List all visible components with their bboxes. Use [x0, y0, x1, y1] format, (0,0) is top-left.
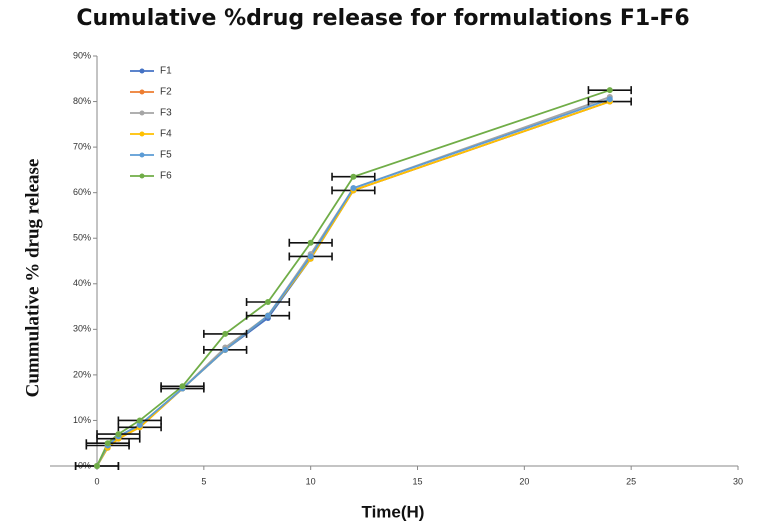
x-tick-label: 0	[94, 476, 99, 486]
y-tick-label: 30%	[73, 324, 91, 334]
y-tick-label: 60%	[73, 187, 91, 197]
series-line	[96, 100, 611, 467]
x-tick-label: 10	[306, 476, 316, 486]
series-line	[96, 100, 611, 467]
point	[307, 239, 314, 246]
legend-label: F5	[160, 150, 172, 161]
point	[136, 417, 143, 424]
point	[94, 463, 101, 469]
y-tick-label: 70%	[73, 141, 91, 151]
legend: F1 F2 F3 F4 F5 F6	[130, 66, 172, 182]
series-line	[96, 89, 611, 467]
point	[136, 422, 143, 428]
y-tick-label: 50%	[73, 233, 91, 243]
point	[307, 253, 314, 260]
legend-label: F4	[160, 129, 172, 140]
x-tick-label: 5	[201, 476, 206, 486]
point	[115, 431, 122, 438]
series-line	[96, 100, 611, 467]
legend-marker	[139, 131, 145, 137]
point	[222, 330, 229, 337]
point	[104, 440, 111, 447]
point	[350, 185, 357, 192]
y-tick-label: 80%	[73, 96, 91, 106]
y-tick-label: 20%	[73, 369, 91, 379]
point	[606, 96, 613, 103]
x-tick-label: 30	[733, 476, 743, 486]
x-axis-label: Time(H)	[362, 502, 425, 521]
x-tick-label: 15	[412, 476, 422, 486]
legend-label: F3	[160, 108, 172, 119]
y-tick-label: 40%	[73, 278, 91, 288]
chart-title: Cumulative %drug release for formulation…	[76, 6, 689, 31]
y-tick-label: 90%	[73, 50, 91, 60]
legend-marker	[139, 152, 145, 158]
legend-marker	[139, 173, 145, 179]
point	[264, 312, 271, 319]
legend-label: F6	[160, 171, 172, 182]
series-line	[96, 98, 611, 467]
legend-marker	[139, 110, 145, 116]
y-tick-label: 10%	[73, 415, 91, 425]
x-tick-label: 20	[519, 476, 529, 486]
legend-marker	[139, 89, 145, 95]
legend-marker	[139, 68, 145, 74]
point	[179, 383, 186, 390]
point	[264, 299, 271, 305]
point	[350, 173, 357, 180]
point	[606, 87, 613, 94]
y-axis-label: Cummulative % drug release	[22, 159, 43, 398]
point	[222, 346, 229, 353]
x-tick-label: 25	[626, 476, 636, 486]
legend-label: F1	[160, 66, 172, 77]
legend-label: F2	[160, 87, 172, 98]
series-line	[96, 96, 611, 467]
